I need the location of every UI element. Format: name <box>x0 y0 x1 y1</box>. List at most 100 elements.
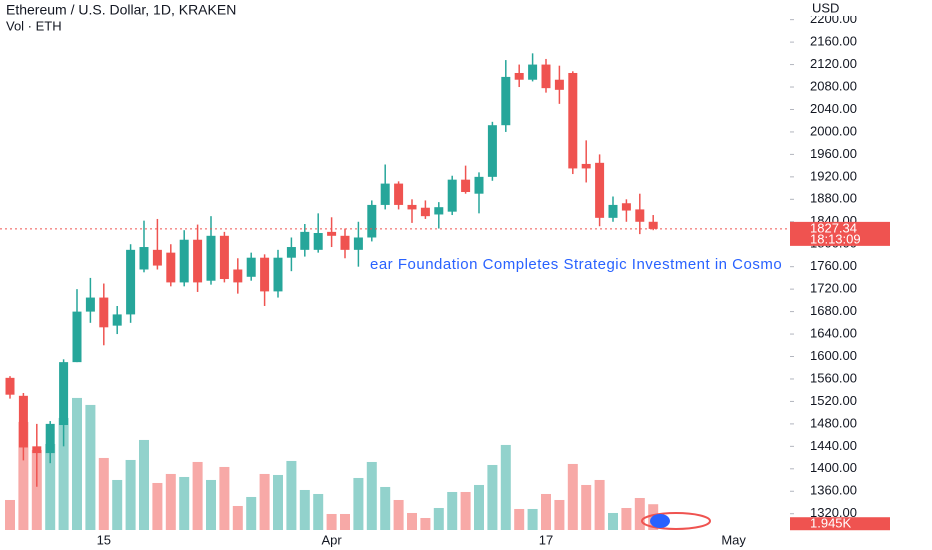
volume-legend: Vol · ETH <box>6 18 62 33</box>
news-annotation: ear Foundation Completes Strategic Inves… <box>370 256 782 273</box>
last-price-box <box>790 221 890 246</box>
y-tick-label: 1640.00 <box>810 325 857 340</box>
volume-bar <box>286 460 297 530</box>
volume-bar <box>514 508 525 530</box>
y-tick-label: 2120.00 <box>810 56 857 71</box>
x-tick-label: 15 <box>97 532 111 547</box>
x-tick-label: 17 <box>539 532 553 547</box>
candle-body <box>568 72 578 169</box>
candle-body <box>260 257 270 292</box>
volume-bar <box>420 517 431 530</box>
volume-bar <box>125 459 136 530</box>
x-tick-label: May <box>721 532 746 547</box>
candle-body <box>380 183 390 205</box>
volume-bar <box>460 491 471 530</box>
volume-bar <box>31 449 42 530</box>
volume-label: 1.945K <box>810 516 852 531</box>
volume-bar <box>18 421 29 530</box>
volume-bar <box>179 476 190 530</box>
candle-body <box>18 395 28 448</box>
candle-body <box>139 247 149 270</box>
y-tick-label: 1960.00 <box>810 146 857 161</box>
candle-body <box>45 423 55 454</box>
candle-body <box>300 231 310 250</box>
price-axis: 1320.00 1360.00 1400.00 1440.00 1480.00 1520.… <box>790 0 932 550</box>
volume-bar <box>299 489 310 530</box>
candle-body <box>59 362 69 426</box>
y-tick-label: 1360.00 <box>810 483 857 498</box>
candle-body <box>72 311 82 363</box>
volume-bar <box>85 404 96 530</box>
volume-bar <box>152 482 163 530</box>
volume-bar <box>139 439 149 530</box>
volume-bar <box>541 493 551 530</box>
candle-body <box>5 377 15 395</box>
volume-bar <box>340 513 350 530</box>
volume-bar <box>273 474 283 530</box>
volume-bar <box>246 496 257 530</box>
volume-bar <box>5 499 15 530</box>
volume-bar <box>393 499 404 530</box>
y-tick-label: 2040.00 <box>810 101 857 116</box>
volume-bar <box>232 505 243 530</box>
candle-body <box>233 269 243 283</box>
volume-bar <box>192 461 203 530</box>
volume-bar <box>621 507 632 530</box>
volume-bar <box>527 508 538 530</box>
candle-body <box>166 252 176 283</box>
candle-body <box>474 176 484 194</box>
x-tick-label: Apr <box>321 532 342 547</box>
y-tick-label: 1520.00 <box>810 393 857 408</box>
chart-title: Ethereum / U.S. Dollar, 1D, KRAKEN <box>6 2 236 18</box>
candle-body <box>246 257 256 277</box>
y-tick-label: 2000.00 <box>810 123 857 138</box>
candle-body <box>420 207 430 217</box>
candle-body <box>487 125 497 177</box>
volume-bar <box>112 479 123 530</box>
volume-bar <box>581 484 592 530</box>
candle-body <box>528 64 538 80</box>
volume-bar <box>500 444 511 530</box>
volume-bar <box>313 493 324 530</box>
y-tick-label: 1880.00 <box>810 191 857 206</box>
candle-body <box>179 239 189 283</box>
y-tick-label: 1560.00 <box>810 370 857 385</box>
volume-bar <box>433 507 444 530</box>
volume-bar <box>165 473 176 530</box>
volume-bar <box>366 461 377 530</box>
candle-body <box>340 235 350 250</box>
y-tick-label: 1720.00 <box>810 281 857 296</box>
y-tick-label: 1680.00 <box>810 303 857 318</box>
y-tick-label: 2160.00 <box>810 34 857 49</box>
candle-body <box>206 235 216 281</box>
volume-bar <box>474 484 484 530</box>
logo <box>641 512 711 530</box>
volume-bar <box>567 463 578 530</box>
candle-body <box>595 162 605 218</box>
candle-body <box>152 249 162 266</box>
candle-body <box>541 64 551 89</box>
currency-bg <box>805 0 865 16</box>
volume-bar <box>554 499 565 530</box>
candle-body <box>85 297 95 312</box>
candle-body <box>327 231 337 236</box>
y-tick-label: 1600.00 <box>810 348 857 363</box>
candle-body <box>32 446 42 454</box>
candle-body <box>608 204 618 218</box>
candle-body <box>407 204 417 210</box>
volume-bar <box>594 479 605 530</box>
candle-body <box>313 232 323 250</box>
volume-bar <box>447 491 458 530</box>
candle-body <box>353 237 363 250</box>
candle-body <box>635 209 645 222</box>
y-tick-label: 1320.00 <box>810 505 857 520</box>
volume-bar <box>45 443 56 530</box>
volume-bar <box>326 513 337 530</box>
y-tick-label: 2080.00 <box>810 78 857 93</box>
y-tick-label: 1440.00 <box>810 438 857 453</box>
volume-bar <box>353 477 364 530</box>
volume-layer <box>5 397 659 530</box>
volume-bar <box>259 473 270 530</box>
volume-bar <box>487 464 498 530</box>
y-tick-label: 1400.00 <box>810 460 857 475</box>
